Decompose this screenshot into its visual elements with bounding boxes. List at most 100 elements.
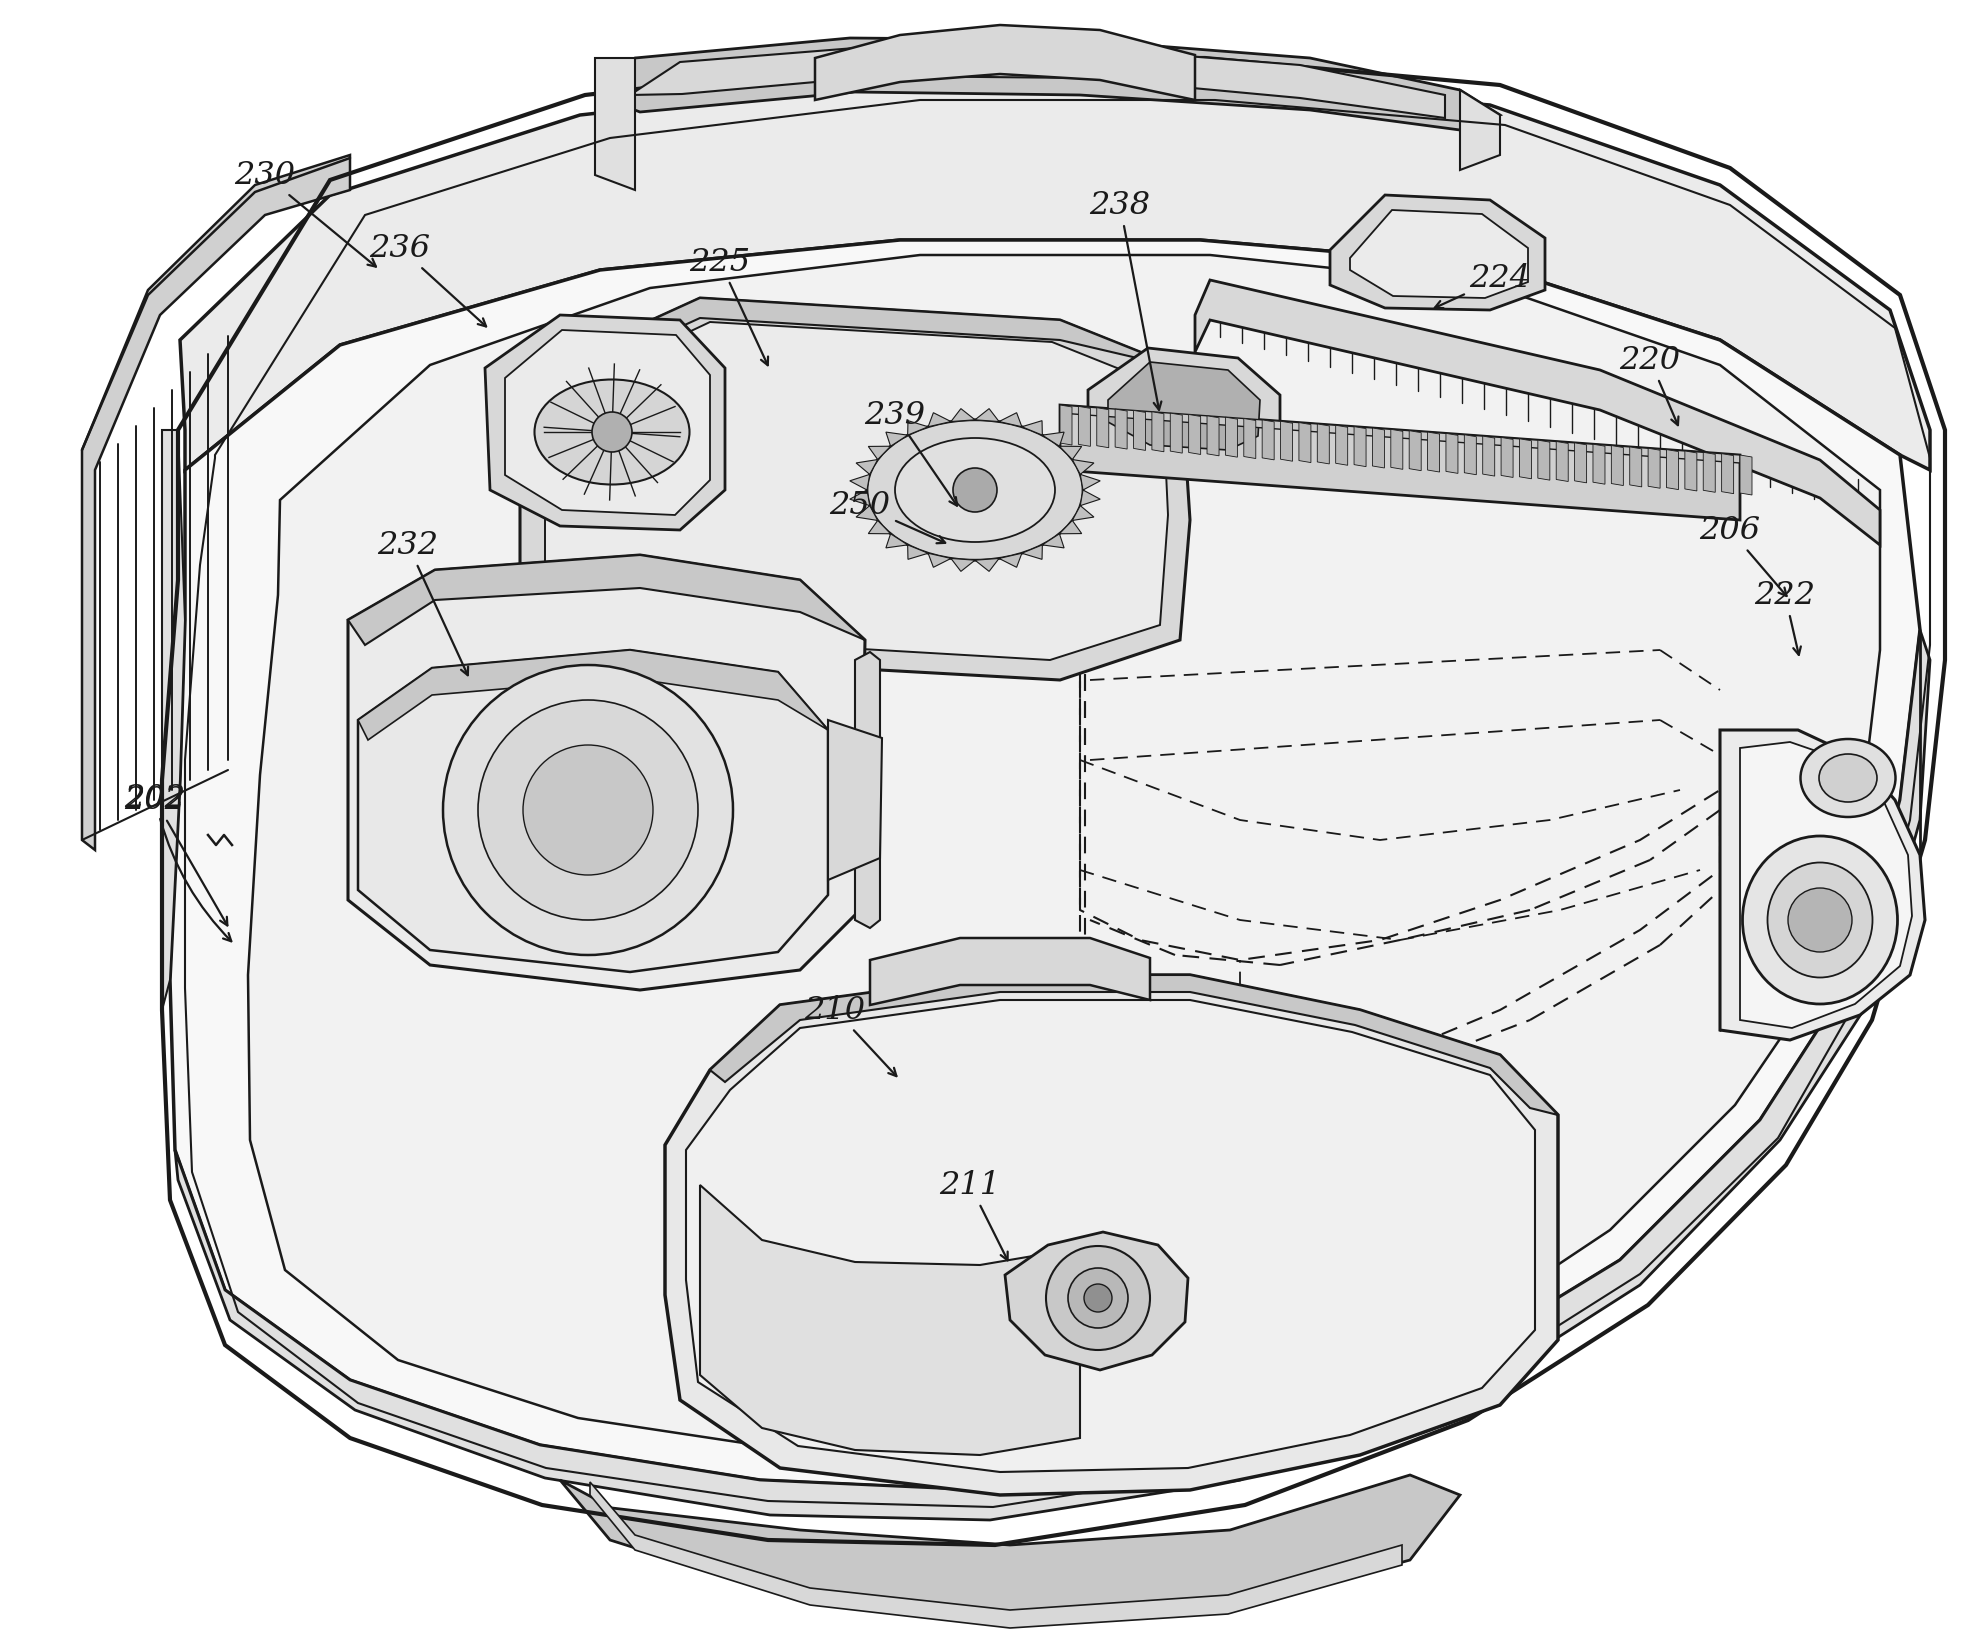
Polygon shape: [1225, 418, 1237, 457]
Polygon shape: [687, 1000, 1535, 1471]
Polygon shape: [1060, 404, 1738, 464]
Polygon shape: [1371, 427, 1383, 469]
Text: 206: 206: [1699, 515, 1786, 597]
Polygon shape: [854, 653, 880, 927]
Polygon shape: [856, 460, 878, 475]
Polygon shape: [1243, 419, 1255, 459]
Polygon shape: [594, 38, 1499, 130]
Polygon shape: [848, 490, 870, 506]
Polygon shape: [870, 939, 1150, 1004]
Text: 224: 224: [1434, 263, 1529, 307]
Polygon shape: [1097, 408, 1109, 447]
Polygon shape: [1152, 411, 1164, 452]
Text: 210: 210: [805, 995, 896, 1077]
Polygon shape: [1107, 362, 1259, 450]
Polygon shape: [1738, 741, 1912, 1028]
Polygon shape: [590, 1481, 1401, 1628]
Polygon shape: [545, 322, 1168, 659]
Polygon shape: [1350, 210, 1527, 298]
Polygon shape: [998, 554, 1022, 567]
Polygon shape: [1703, 452, 1715, 492]
Polygon shape: [1592, 444, 1604, 485]
Polygon shape: [1060, 404, 1738, 520]
Polygon shape: [700, 1185, 1079, 1455]
Polygon shape: [249, 255, 1878, 1455]
Polygon shape: [162, 431, 185, 1009]
Polygon shape: [347, 556, 864, 644]
Polygon shape: [1391, 429, 1403, 469]
Circle shape: [442, 666, 732, 955]
Text: 230: 230: [235, 159, 375, 266]
Polygon shape: [1133, 411, 1144, 450]
Circle shape: [523, 745, 653, 875]
Polygon shape: [951, 559, 975, 572]
Polygon shape: [1022, 421, 1042, 436]
Polygon shape: [1444, 434, 1458, 473]
Polygon shape: [827, 720, 882, 880]
Text: 222: 222: [1754, 579, 1815, 654]
Polygon shape: [868, 446, 890, 460]
Polygon shape: [886, 432, 908, 446]
Polygon shape: [176, 630, 1930, 1521]
Circle shape: [1788, 888, 1851, 952]
Ellipse shape: [1766, 863, 1872, 978]
Polygon shape: [1499, 437, 1513, 477]
Polygon shape: [1460, 90, 1499, 169]
Polygon shape: [519, 298, 1190, 681]
Polygon shape: [1060, 521, 1081, 534]
Polygon shape: [665, 975, 1557, 1494]
Polygon shape: [1647, 449, 1659, 488]
Polygon shape: [1194, 279, 1878, 546]
Polygon shape: [908, 421, 927, 436]
Polygon shape: [347, 556, 864, 990]
Polygon shape: [1685, 450, 1697, 492]
Circle shape: [592, 413, 631, 452]
Polygon shape: [83, 155, 349, 850]
Polygon shape: [1482, 436, 1494, 477]
Polygon shape: [594, 58, 635, 191]
Text: 202: 202: [124, 784, 227, 926]
Polygon shape: [1071, 460, 1093, 475]
Polygon shape: [1079, 475, 1099, 490]
Polygon shape: [1353, 427, 1365, 467]
Polygon shape: [1720, 454, 1732, 493]
Polygon shape: [1261, 419, 1273, 460]
Polygon shape: [1298, 423, 1310, 462]
Polygon shape: [1610, 446, 1622, 485]
Polygon shape: [1537, 441, 1549, 480]
Polygon shape: [1426, 432, 1438, 472]
Polygon shape: [886, 534, 908, 547]
Polygon shape: [357, 649, 827, 740]
Text: 250: 250: [829, 490, 945, 543]
Polygon shape: [927, 554, 951, 567]
Polygon shape: [1060, 446, 1081, 460]
Polygon shape: [1022, 544, 1042, 559]
Text: 220: 220: [1618, 345, 1679, 426]
Text: 225: 225: [689, 247, 767, 365]
Polygon shape: [1316, 424, 1328, 464]
Polygon shape: [927, 413, 951, 427]
Polygon shape: [1170, 413, 1182, 454]
Polygon shape: [1188, 414, 1200, 454]
Polygon shape: [1060, 404, 1071, 446]
Polygon shape: [1079, 490, 1099, 506]
Polygon shape: [629, 46, 1444, 118]
Polygon shape: [815, 25, 1194, 100]
Polygon shape: [485, 316, 724, 529]
Circle shape: [477, 700, 698, 921]
Ellipse shape: [894, 437, 1054, 543]
Polygon shape: [1087, 349, 1279, 469]
Polygon shape: [1077, 406, 1089, 447]
Polygon shape: [505, 330, 710, 515]
Polygon shape: [1555, 442, 1567, 482]
Polygon shape: [1004, 1231, 1188, 1369]
Text: 202: 202: [124, 783, 231, 942]
Polygon shape: [975, 559, 998, 572]
Polygon shape: [1464, 434, 1476, 475]
Polygon shape: [180, 81, 1930, 470]
Polygon shape: [951, 409, 975, 421]
Circle shape: [1067, 1268, 1127, 1328]
Polygon shape: [1071, 506, 1093, 521]
Polygon shape: [560, 1475, 1460, 1624]
Circle shape: [1046, 1246, 1150, 1350]
